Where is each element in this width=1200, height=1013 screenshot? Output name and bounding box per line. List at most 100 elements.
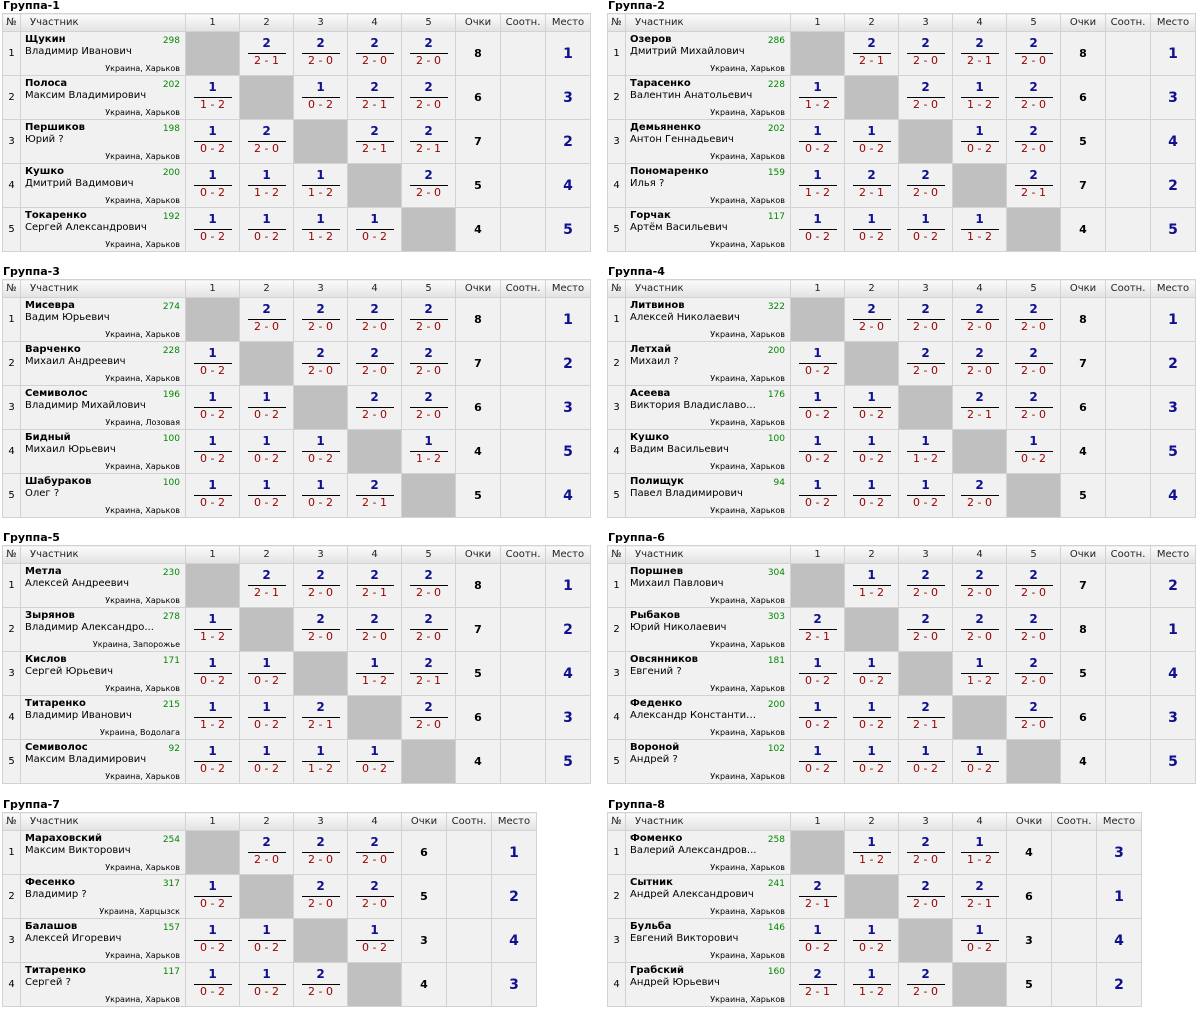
match-cell[interactable]: 1 0 - 2 xyxy=(239,739,294,784)
match-cell[interactable]: 1 1 - 2 xyxy=(293,163,348,208)
match-cell[interactable]: 1 0 - 2 xyxy=(185,874,240,919)
match-cell[interactable]: 2 2 - 0 xyxy=(898,830,953,875)
player-surname[interactable]: Озеров xyxy=(630,34,672,45)
match-cell[interactable]: 2 2 - 0 xyxy=(898,874,953,919)
match-cell[interactable]: 2 2 - 0 xyxy=(347,607,402,652)
match-cell[interactable]: 1 0 - 2 xyxy=(790,207,845,252)
match-cell[interactable]: 1 1 - 2 xyxy=(239,163,294,208)
player-surname[interactable]: Пономаренко xyxy=(630,166,709,177)
match-cell[interactable]: 2 2 - 0 xyxy=(1006,651,1061,696)
player-surname[interactable]: Мисевра xyxy=(25,300,75,311)
match-cell[interactable]: 1 0 - 2 xyxy=(844,918,899,963)
match-cell[interactable]: 1 0 - 2 xyxy=(347,739,402,784)
match-cell[interactable]: 2 2 - 0 xyxy=(898,297,953,342)
match-cell[interactable]: 1 0 - 2 xyxy=(239,429,294,474)
match-cell[interactable]: 2 2 - 1 xyxy=(952,31,1007,76)
match-cell[interactable]: 1 1 - 2 xyxy=(185,75,240,120)
match-cell[interactable]: 2 2 - 0 xyxy=(293,31,348,76)
match-cell[interactable]: 2 2 - 0 xyxy=(401,695,456,740)
match-cell[interactable]: 2 2 - 1 xyxy=(790,874,845,919)
player-surname[interactable]: Кислов xyxy=(25,654,67,665)
match-cell[interactable]: 2 2 - 0 xyxy=(401,163,456,208)
match-cell[interactable]: 2 2 - 0 xyxy=(401,563,456,608)
match-cell[interactable]: 2 2 - 1 xyxy=(952,385,1007,430)
match-cell[interactable]: 2 2 - 0 xyxy=(401,607,456,652)
player-surname[interactable]: Поршнев xyxy=(630,566,684,577)
match-cell[interactable]: 2 2 - 0 xyxy=(347,341,402,386)
match-cell[interactable]: 1 0 - 2 xyxy=(185,207,240,252)
match-cell[interactable]: 2 2 - 1 xyxy=(790,962,845,1007)
match-cell[interactable]: 1 0 - 2 xyxy=(844,651,899,696)
match-cell[interactable]: 2 2 - 0 xyxy=(898,163,953,208)
match-cell[interactable]: 1 0 - 2 xyxy=(185,651,240,696)
match-cell[interactable]: 2 2 - 0 xyxy=(898,607,953,652)
match-cell[interactable]: 1 1 - 2 xyxy=(844,962,899,1007)
match-cell[interactable]: 2 2 - 0 xyxy=(898,341,953,386)
player-surname[interactable]: Токаренко xyxy=(25,210,87,221)
player-surname[interactable]: Бидный xyxy=(25,432,71,443)
match-cell[interactable]: 1 0 - 2 xyxy=(239,651,294,696)
player-surname[interactable]: Сытник xyxy=(630,877,673,888)
match-cell[interactable]: 1 0 - 2 xyxy=(790,341,845,386)
match-cell[interactable]: 1 0 - 2 xyxy=(844,119,899,164)
match-cell[interactable]: 1 0 - 2 xyxy=(844,207,899,252)
match-cell[interactable]: 1 1 - 2 xyxy=(401,429,456,474)
match-cell[interactable]: 1 0 - 2 xyxy=(239,385,294,430)
match-cell[interactable]: 2 2 - 0 xyxy=(347,385,402,430)
match-cell[interactable]: 2 2 - 1 xyxy=(347,563,402,608)
match-cell[interactable]: 2 2 - 0 xyxy=(401,297,456,342)
player-surname[interactable]: Титаренко xyxy=(25,698,86,709)
player-surname[interactable]: Фесенко xyxy=(25,877,75,888)
match-cell[interactable]: 1 0 - 2 xyxy=(790,473,845,518)
match-cell[interactable]: 1 0 - 2 xyxy=(952,918,1007,963)
player-surname[interactable]: Фоменко xyxy=(630,833,683,844)
match-cell[interactable]: 2 2 - 1 xyxy=(347,473,402,518)
match-cell[interactable]: 1 0 - 2 xyxy=(293,75,348,120)
match-cell[interactable]: 2 2 - 0 xyxy=(401,341,456,386)
match-cell[interactable]: 2 2 - 1 xyxy=(1006,163,1061,208)
player-surname[interactable]: Метла xyxy=(25,566,62,577)
player-surname[interactable]: Мараховский xyxy=(25,833,102,844)
match-cell[interactable]: 1 0 - 2 xyxy=(185,739,240,784)
player-surname[interactable]: Овсянников xyxy=(630,654,698,665)
match-cell[interactable]: 1 1 - 2 xyxy=(185,607,240,652)
match-cell[interactable]: 1 0 - 2 xyxy=(185,473,240,518)
match-cell[interactable]: 1 0 - 2 xyxy=(239,695,294,740)
match-cell[interactable]: 1 0 - 2 xyxy=(185,119,240,164)
match-cell[interactable]: 2 2 - 0 xyxy=(293,341,348,386)
match-cell[interactable]: 1 1 - 2 xyxy=(293,207,348,252)
match-cell[interactable]: 2 2 - 0 xyxy=(1006,607,1061,652)
match-cell[interactable]: 1 1 - 2 xyxy=(952,651,1007,696)
match-cell[interactable]: 1 0 - 2 xyxy=(790,651,845,696)
match-cell[interactable]: 2 2 - 0 xyxy=(898,75,953,120)
match-cell[interactable]: 2 2 - 0 xyxy=(898,563,953,608)
match-cell[interactable]: 2 2 - 1 xyxy=(401,651,456,696)
match-cell[interactable]: 1 1 - 2 xyxy=(952,830,1007,875)
match-cell[interactable]: 2 2 - 0 xyxy=(1006,341,1061,386)
match-cell[interactable]: 1 0 - 2 xyxy=(790,429,845,474)
match-cell[interactable]: 1 0 - 2 xyxy=(293,429,348,474)
match-cell[interactable]: 2 2 - 0 xyxy=(239,830,294,875)
player-surname[interactable]: Щукин xyxy=(25,34,66,45)
match-cell[interactable]: 2 2 - 1 xyxy=(952,874,1007,919)
player-surname[interactable]: Шабураков xyxy=(25,476,92,487)
match-cell[interactable]: 1 0 - 2 xyxy=(844,739,899,784)
player-surname[interactable]: Кушко xyxy=(630,432,669,443)
match-cell[interactable]: 2 2 - 0 xyxy=(898,31,953,76)
match-cell[interactable]: 1 1 - 2 xyxy=(790,163,845,208)
match-cell[interactable]: 1 0 - 2 xyxy=(185,918,240,963)
match-cell[interactable]: 2 2 - 1 xyxy=(239,31,294,76)
match-cell[interactable]: 1 1 - 2 xyxy=(844,830,899,875)
match-cell[interactable]: 2 2 - 0 xyxy=(1006,119,1061,164)
match-cell[interactable]: 1 0 - 2 xyxy=(790,119,845,164)
match-cell[interactable]: 1 1 - 2 xyxy=(952,207,1007,252)
match-cell[interactable]: 2 2 - 0 xyxy=(1006,297,1061,342)
player-surname[interactable]: Горчак xyxy=(630,210,671,221)
match-cell[interactable]: 2 2 - 0 xyxy=(347,830,402,875)
player-surname[interactable]: Асеева xyxy=(630,388,671,399)
match-cell[interactable]: 2 2 - 1 xyxy=(790,607,845,652)
match-cell[interactable]: 2 2 - 0 xyxy=(844,297,899,342)
match-cell[interactable]: 2 2 - 1 xyxy=(347,119,402,164)
match-cell[interactable]: 2 2 - 0 xyxy=(1006,385,1061,430)
match-cell[interactable]: 2 2 - 0 xyxy=(1006,563,1061,608)
